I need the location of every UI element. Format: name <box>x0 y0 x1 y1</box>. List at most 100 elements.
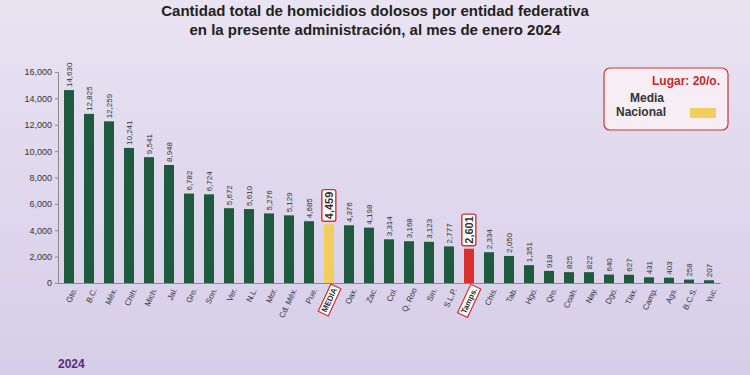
data-label: 918 <box>545 254 554 268</box>
data-label: 4,685 <box>305 198 314 219</box>
data-label: 627 <box>625 258 634 272</box>
x-tick: Zac. <box>364 283 379 304</box>
data-label-group: 822 <box>585 255 594 269</box>
data-label-group: 403 <box>665 261 674 275</box>
bar <box>624 275 634 283</box>
data-label: 5,276 <box>265 190 274 211</box>
x-tick-label: MEDIA <box>320 286 339 313</box>
x-tick: Tamps. <box>458 283 481 317</box>
x-tick: MEDIA <box>318 283 341 316</box>
data-label: 4,198 <box>365 204 374 225</box>
x-tick-label: N.L. <box>245 287 259 304</box>
bar <box>264 213 274 283</box>
data-label: 2,334 <box>485 229 494 250</box>
legend: Lugar: 20/o.MediaNacional <box>604 68 728 130</box>
x-tick-label: Mor. <box>264 287 279 305</box>
bar <box>524 265 534 283</box>
bar <box>84 114 94 283</box>
y-tick-label: 2,000 <box>29 252 52 262</box>
x-axis-line <box>59 283 721 284</box>
data-label: 825 <box>565 255 574 269</box>
bar <box>584 272 594 283</box>
x-tick: Yuc. <box>704 283 719 304</box>
x-tick-label: Tlax. <box>624 287 639 307</box>
y-tick: 0 <box>47 278 58 288</box>
x-tick-label: Ver. <box>225 287 239 303</box>
data-label: 6,724 <box>205 171 214 192</box>
data-label: 431 <box>645 260 654 274</box>
x-tick: Mor. <box>264 283 279 304</box>
x-tick-label: Q. Roo <box>400 286 419 313</box>
data-label-group: 5,276 <box>265 190 274 211</box>
x-tick: Pue. <box>304 283 319 305</box>
x-tick: Q. Roo <box>400 283 419 313</box>
x-tick: Jal. <box>166 283 179 302</box>
data-label: 2,050 <box>505 232 514 253</box>
data-label-group: 2,050 <box>505 232 514 253</box>
bar <box>484 252 494 283</box>
y-tick: 10,000 <box>24 147 58 157</box>
bar <box>464 249 474 283</box>
data-label-group: 5,129 <box>285 192 294 213</box>
data-label-group: 3,314 <box>385 216 394 237</box>
x-tick: Chih. <box>123 283 139 307</box>
y-tick-label: 0 <box>47 278 52 288</box>
data-label-group: 3,123 <box>425 218 434 239</box>
title-line: en la presente administración, al mes de… <box>190 21 562 38</box>
bar <box>284 215 294 283</box>
bar <box>64 90 74 283</box>
x-tick-label: Tab. <box>504 287 519 305</box>
bar <box>324 224 334 283</box>
y-tick-mark <box>55 98 58 99</box>
title: Cantidad total de homicidios dolosos por… <box>161 2 589 38</box>
x-tick-label: S.L.P. <box>442 287 459 310</box>
data-label-group: 4,685 <box>305 198 314 219</box>
x-tick-label: Coah. <box>562 287 579 310</box>
data-label: 8,948 <box>165 141 174 162</box>
bar <box>704 280 714 283</box>
x-label-box <box>318 284 341 316</box>
data-label-group: 4,376 <box>345 202 354 223</box>
bar <box>684 280 694 283</box>
bar <box>544 271 554 283</box>
x-tick-label: B.C. <box>84 287 99 305</box>
x-tick: Mich. <box>143 283 159 308</box>
bar <box>204 194 214 283</box>
x-axis: Gto.B.C.Méx.Chih.Mich.Jal.Gro.Son.Ver.N.… <box>59 283 721 319</box>
x-tick: Sin. <box>425 283 439 303</box>
bar <box>144 157 154 283</box>
bar <box>304 221 314 283</box>
x-tick-label: Hgo. <box>524 287 539 306</box>
x-tick-label: Cd. Méx. <box>277 287 299 320</box>
x-tick: Hgo. <box>524 283 539 306</box>
legend-box <box>604 68 728 130</box>
data-label-group: 918 <box>545 254 554 268</box>
bar <box>344 225 354 283</box>
data-label-group: 10,241 <box>125 120 134 145</box>
data-label: 5,610 <box>245 185 254 206</box>
x-tick-label: Sin. <box>425 287 439 303</box>
bar <box>124 148 134 283</box>
data-label-group: 207 <box>705 263 714 277</box>
chart: Cantidad total de homicidios dolosos por… <box>0 0 750 375</box>
x-tick: Ags. <box>664 283 679 305</box>
x-tick-label: Oax. <box>344 287 359 306</box>
x-tick: Gto. <box>64 283 79 304</box>
data-label-group: 12,259 <box>105 93 114 118</box>
x-tick: N.L. <box>245 283 259 304</box>
title-line: Cantidad total de homicidios dolosos por… <box>161 2 589 19</box>
x-tick-label: Chis. <box>483 287 499 307</box>
x-tick: Ver. <box>225 283 239 303</box>
data-label: 14,630 <box>65 62 74 87</box>
data-label-group: 5,672 <box>225 185 234 206</box>
legend-label: MediaNacional <box>616 91 666 119</box>
bar <box>404 241 414 283</box>
legend-label-line: Nacional <box>616 105 666 119</box>
x-tick: Tlax. <box>624 283 639 306</box>
x-tick: B.C. <box>84 283 99 304</box>
legend-swatch <box>690 108 716 118</box>
y-tick-label: 12,000 <box>24 120 52 130</box>
bar <box>424 242 434 283</box>
x-tick-label: Dgo. <box>604 287 619 306</box>
data-label: 1,351 <box>525 242 534 263</box>
